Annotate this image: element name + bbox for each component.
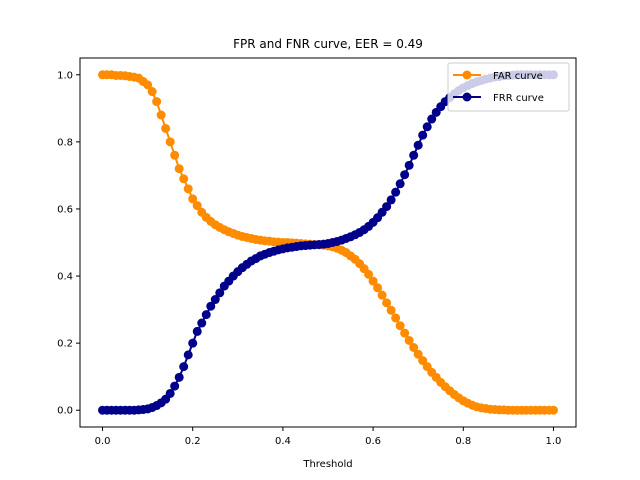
data-point-far bbox=[404, 335, 414, 345]
data-point-far bbox=[373, 283, 383, 293]
data-point-frr bbox=[215, 288, 225, 298]
data-point-far bbox=[548, 405, 558, 415]
data-point-frr bbox=[201, 310, 211, 320]
data-point-frr bbox=[422, 122, 432, 132]
data-point-frr bbox=[210, 295, 220, 305]
x-tick-label: 0.8 bbox=[455, 436, 471, 447]
data-point-far bbox=[165, 137, 175, 147]
data-point-far bbox=[147, 87, 157, 97]
y-axis: 0.0 0.2 0.4 0.6 0.8 1.0 bbox=[57, 70, 80, 417]
data-point-far bbox=[409, 343, 419, 352]
legend-swatch-marker-frr bbox=[462, 92, 472, 102]
data-point-far bbox=[400, 328, 410, 338]
data-point-far bbox=[161, 123, 171, 133]
data-point-far bbox=[192, 201, 202, 211]
y-tick-label: 0.6 bbox=[57, 204, 73, 215]
data-point-frr bbox=[174, 372, 184, 382]
x-tick-label: 0.2 bbox=[185, 436, 201, 447]
plot-frame bbox=[79, 57, 577, 428]
data-point-frr bbox=[418, 130, 428, 140]
data-point-far bbox=[395, 321, 405, 331]
data-point-far bbox=[188, 194, 198, 204]
data-point-frr bbox=[382, 202, 392, 212]
data-point-far bbox=[413, 349, 423, 359]
data-point-frr bbox=[395, 179, 405, 189]
legend-label-far: FAR curve bbox=[493, 71, 543, 82]
data-point-far bbox=[179, 174, 189, 184]
data-point-frr bbox=[404, 160, 414, 170]
data-point-far bbox=[382, 298, 392, 308]
y-tick-label: 1.0 bbox=[57, 70, 73, 81]
data-point-far bbox=[364, 269, 374, 279]
series-layer bbox=[98, 70, 558, 415]
x-axis: 0.0 0.2 0.4 0.6 0.8 1.0 bbox=[95, 427, 562, 447]
y-tick-label: 0.8 bbox=[57, 137, 73, 148]
data-point-frr bbox=[391, 187, 401, 197]
data-point-frr bbox=[165, 388, 175, 398]
data-point-frr bbox=[197, 318, 207, 328]
x-tick-label: 0.6 bbox=[365, 436, 381, 447]
data-point-far bbox=[143, 80, 153, 90]
x-tick-label: 1.0 bbox=[546, 436, 562, 447]
x-tick-label: 0.4 bbox=[275, 436, 291, 447]
y-tick-label: 0.4 bbox=[57, 272, 73, 283]
data-point-frr bbox=[192, 326, 202, 336]
data-point-far bbox=[183, 184, 193, 194]
x-tick-label: 0.0 bbox=[95, 436, 111, 447]
x-axis-title: Threshold bbox=[302, 459, 352, 470]
data-point-frr bbox=[427, 114, 437, 124]
legend-label-frr: FRR curve bbox=[493, 93, 544, 104]
legend: FAR curve FRR curve bbox=[447, 62, 570, 112]
data-point-frr bbox=[413, 140, 423, 150]
data-point-frr bbox=[170, 381, 180, 391]
data-point-frr bbox=[183, 350, 193, 360]
data-point-frr bbox=[179, 362, 189, 372]
data-point-frr bbox=[188, 338, 198, 348]
data-point-far bbox=[152, 97, 162, 107]
y-tick-label: 0.2 bbox=[57, 339, 73, 350]
data-point-frr bbox=[386, 195, 396, 205]
data-point-far bbox=[391, 313, 401, 323]
data-point-frr bbox=[206, 301, 216, 311]
y-tick-label: 0.0 bbox=[57, 406, 73, 417]
data-point-far bbox=[377, 290, 387, 300]
data-point-frr bbox=[409, 150, 419, 160]
legend-swatch-marker-far bbox=[462, 70, 472, 80]
data-point-far bbox=[156, 110, 166, 120]
data-point-far bbox=[386, 305, 396, 315]
chart-title: FPR and FNR curve, EER = 0.49 bbox=[233, 37, 423, 51]
data-point-far bbox=[368, 276, 378, 286]
data-point-frr bbox=[400, 170, 410, 180]
data-point-far bbox=[170, 150, 180, 160]
data-point-far bbox=[174, 164, 184, 174]
series-points-far bbox=[98, 70, 558, 415]
